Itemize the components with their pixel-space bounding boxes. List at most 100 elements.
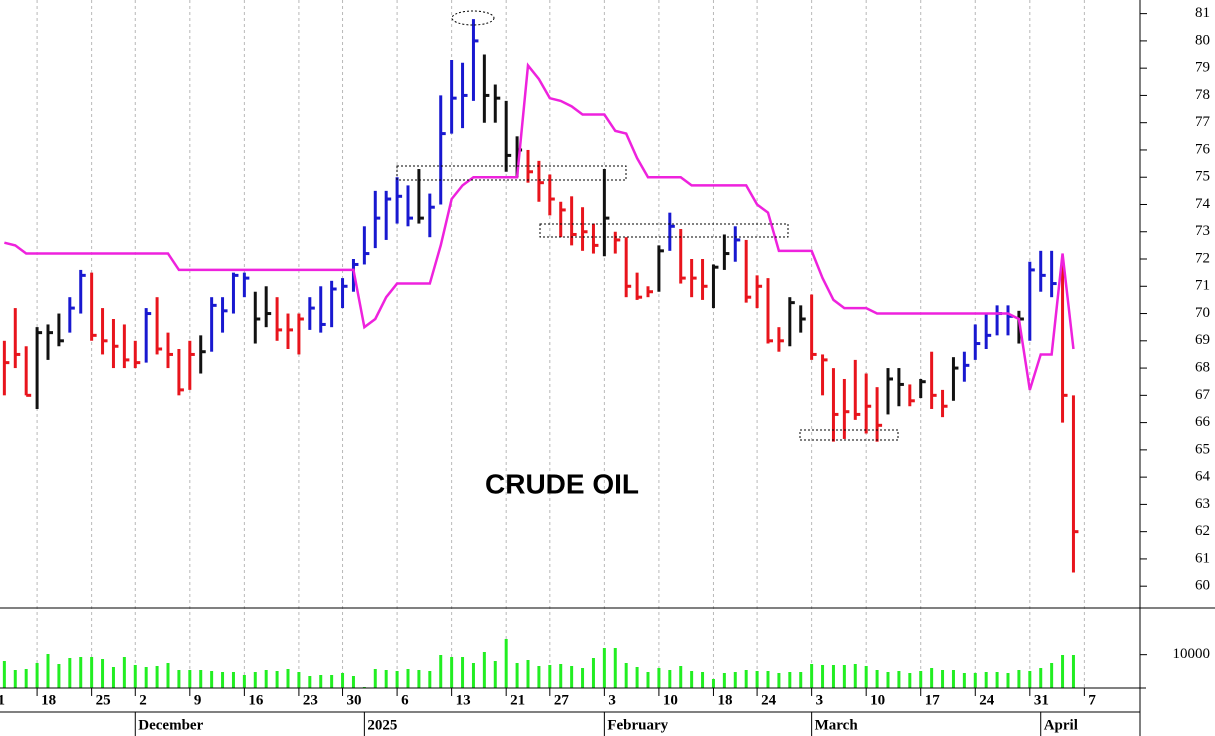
volume-bar <box>199 670 203 688</box>
volume-bar <box>111 667 115 688</box>
volume-bar <box>973 673 977 688</box>
x-tick-label: 31 <box>1034 692 1049 708</box>
volume-bar <box>581 668 585 688</box>
volume-bar <box>242 675 246 688</box>
x-tick-label: 7 <box>1088 692 1096 708</box>
volume-bar <box>919 671 923 688</box>
volume-bar <box>657 668 661 688</box>
volume-bar <box>319 675 323 688</box>
volume-bar <box>384 670 388 688</box>
annotation-box <box>799 429 899 441</box>
volume-bar <box>1071 655 1075 688</box>
volume-bar <box>1006 673 1010 688</box>
volume-bar <box>548 665 552 688</box>
volume-bar <box>635 667 639 688</box>
volume-bar <box>559 664 563 688</box>
x-tick-label: 25 <box>96 692 111 708</box>
volume-bar <box>297 672 301 688</box>
x-tick-label: 9 <box>194 692 202 708</box>
volume-bar <box>908 673 912 688</box>
volume-bar <box>722 673 726 688</box>
volume-bar <box>461 657 465 688</box>
x-tick-label: 1 <box>0 692 5 708</box>
x-tick-label: 18 <box>717 692 732 708</box>
volume-bar <box>984 672 988 688</box>
volume-bar <box>2 661 6 688</box>
volume-bar <box>537 666 541 688</box>
y-tick-label: 71 <box>1195 278 1210 294</box>
volume-bar <box>690 671 694 688</box>
volume-bar <box>515 663 519 688</box>
volume-bar <box>591 658 595 688</box>
annotation-box <box>539 223 789 238</box>
volume-bar <box>341 673 345 688</box>
y-tick-label: 81 <box>1195 5 1210 21</box>
volume-bar <box>799 672 803 688</box>
volume-bar <box>428 671 432 688</box>
volume-bar <box>821 665 825 688</box>
volume-bar <box>24 669 28 688</box>
volume-bar <box>330 675 334 688</box>
volume-bar <box>308 676 312 688</box>
volume-bar <box>13 670 17 688</box>
x-tick-label: 27 <box>554 692 570 708</box>
volume-bar <box>886 672 890 688</box>
y-tick-label: 63 <box>1195 496 1210 512</box>
y-tick-label: 76 <box>1195 141 1211 157</box>
volume-bar <box>624 663 628 688</box>
volume-bar <box>766 671 770 688</box>
volume-bar <box>231 672 235 688</box>
volume-bar <box>831 665 835 688</box>
month-label: 2025 <box>367 717 397 733</box>
y-tick-label: 60 <box>1195 578 1210 594</box>
x-tick-label: 10 <box>663 692 678 708</box>
marks <box>2 19 1079 688</box>
volume-bar <box>646 672 650 688</box>
volume-bar <box>1017 670 1021 688</box>
y-tick-label: 70 <box>1195 305 1210 321</box>
volume-bar <box>951 670 955 688</box>
volume-bar <box>493 661 497 688</box>
volume-bar <box>842 665 846 688</box>
x-tick-label: 2 <box>139 692 147 708</box>
y-tick-label: 69 <box>1195 332 1210 348</box>
volume-bar <box>853 664 857 688</box>
y-tick-label: 79 <box>1195 60 1210 76</box>
volume-bar <box>57 664 61 688</box>
volume-bar <box>962 673 966 688</box>
y-tick-label: 78 <box>1195 87 1210 103</box>
volume-bar <box>101 659 105 688</box>
x-tick-label: 10 <box>870 692 885 708</box>
x-tick-label: 21 <box>510 692 525 708</box>
volume-bar <box>46 654 50 688</box>
volume-bar <box>733 672 737 688</box>
volume-bar <box>1061 655 1065 688</box>
x-tick-label: 30 <box>347 692 362 708</box>
volume-bar <box>602 648 606 688</box>
volume-bar <box>79 657 83 688</box>
volume-bar <box>570 666 574 688</box>
volume-bar <box>701 672 705 688</box>
volume-bar <box>504 639 508 688</box>
x-tick-label: 16 <box>248 692 264 708</box>
volume-bar <box>679 666 683 688</box>
x-tick-label: 24 <box>761 692 777 708</box>
volume-bar <box>351 676 355 688</box>
volume-bar <box>35 663 39 688</box>
month-label: March <box>815 717 859 733</box>
y-tick-label: 66 <box>1195 414 1211 430</box>
x-tick-label: 17 <box>925 692 941 708</box>
volume-bar <box>373 669 377 688</box>
volume-bar <box>450 657 454 688</box>
volume-bar <box>122 657 126 688</box>
y-tick-label: 80 <box>1195 32 1210 48</box>
x-tick-label: 24 <box>979 692 995 708</box>
volume-bar <box>897 671 901 688</box>
annotation-ellipse <box>451 10 495 26</box>
y-tick-label: 67 <box>1195 387 1211 403</box>
volume-bar <box>155 666 159 688</box>
y-tick-label: 61 <box>1195 550 1210 566</box>
volume-bar <box>995 672 999 688</box>
